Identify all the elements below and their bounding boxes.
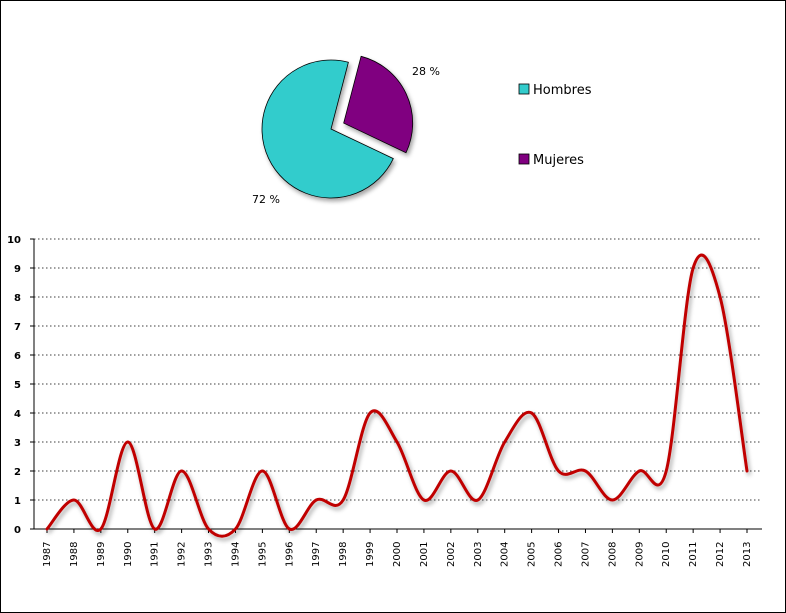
y-tick-label: 1 xyxy=(14,496,21,507)
data-point-1987 xyxy=(45,527,49,531)
y-tick-label: 10 xyxy=(7,235,21,246)
y-tick-label: 7 xyxy=(14,322,21,333)
x-tick-label: 1997 xyxy=(311,542,322,567)
x-tick-label: 2007 xyxy=(580,542,591,567)
legend-swatch-mujeres xyxy=(518,153,530,165)
data-point-2000 xyxy=(395,440,399,444)
data-point-1996 xyxy=(288,527,291,531)
x-tick-label: 2004 xyxy=(500,542,511,567)
x-tick-label: 2012 xyxy=(715,542,726,567)
data-point-1992 xyxy=(180,469,183,473)
pie-chart: 72 % 28 % xyxy=(252,55,440,206)
x-tick-label: 2006 xyxy=(554,542,565,567)
x-tick-label: 1993 xyxy=(204,542,215,567)
line-chart: 0 1 2 3 4 5 6 7 8 9 10 1987 1988 1989 1990 1991 1992 1993… xyxy=(7,235,762,567)
data-point-2010 xyxy=(665,469,668,473)
data-point-2008 xyxy=(611,498,614,502)
x-tick-label: 1996 xyxy=(284,542,295,567)
x-tick-label: 2000 xyxy=(392,542,403,567)
data-point-1995 xyxy=(261,469,264,473)
x-tick-label: 2002 xyxy=(446,542,457,567)
data-point-2012 xyxy=(718,295,722,299)
x-tick-label: 2009 xyxy=(634,542,645,567)
x-tick-label: 1999 xyxy=(365,542,376,567)
x-tick-label: 1991 xyxy=(150,542,161,567)
x-tick-label: 1989 xyxy=(96,542,107,567)
data-point-2007 xyxy=(584,469,587,473)
data-point-1988 xyxy=(72,498,76,502)
x-tick-label: 2011 xyxy=(688,542,699,567)
pie-label-hombres: 72 % xyxy=(252,193,280,206)
x-tick-label: 1995 xyxy=(257,542,268,567)
pie-slice-mujeres xyxy=(343,55,414,154)
y-tick-label: 6 xyxy=(14,351,21,362)
pie-slice-hombres xyxy=(261,59,394,199)
y-tick-label: 0 xyxy=(14,525,21,536)
y-tick-label: 9 xyxy=(14,264,21,275)
data-point-2003 xyxy=(476,498,479,502)
legend-swatch-hombres xyxy=(518,83,530,95)
y-tick-label: 2 xyxy=(14,467,21,478)
data-point-2011 xyxy=(691,266,695,270)
data-point-2009 xyxy=(638,469,641,473)
data-point-2001 xyxy=(422,498,426,502)
x-tick-label: 1987 xyxy=(42,542,53,567)
x-tick-label: 2003 xyxy=(473,542,484,567)
data-point-1990 xyxy=(126,440,129,444)
legend-label-hombres: Hombres xyxy=(533,83,592,98)
y-tick-label: 3 xyxy=(14,438,21,449)
x-tick-label: 2005 xyxy=(527,542,538,567)
y-tick-label: 4 xyxy=(14,409,21,420)
data-point-2005 xyxy=(530,411,533,415)
x-tick-label: 1994 xyxy=(230,542,241,567)
data-point-2006 xyxy=(557,469,560,473)
x-tick-label: 1990 xyxy=(123,542,134,567)
data-point-1994 xyxy=(234,527,237,531)
pie-legend: Hombres Mujeres xyxy=(518,83,592,168)
x-tick-label: 1998 xyxy=(338,542,349,567)
data-point-1998 xyxy=(341,498,345,502)
x-tick-label: 1992 xyxy=(177,542,188,567)
y-tick-label: 8 xyxy=(14,293,21,304)
data-point-1991 xyxy=(153,527,156,531)
data-point-2002 xyxy=(449,469,453,473)
x-tick-label: 2013 xyxy=(742,542,753,567)
pie-label-mujeres: 28 % xyxy=(412,65,440,78)
data-point-1989 xyxy=(99,527,103,531)
series-line xyxy=(45,253,749,538)
data-point-1993 xyxy=(207,527,210,531)
x-tick-label: 2008 xyxy=(607,542,618,567)
x-tick-label: 2001 xyxy=(419,542,430,567)
legend-label-mujeres: Mujeres xyxy=(533,153,584,168)
data-point-1997 xyxy=(315,498,318,502)
data-point-1999 xyxy=(368,411,372,415)
y-tick-label: 5 xyxy=(14,380,21,391)
x-tick-label: 2010 xyxy=(661,542,672,567)
data-point-2004 xyxy=(503,440,506,444)
x-tick-label: 1988 xyxy=(69,542,80,567)
data-point-2013 xyxy=(745,469,749,473)
